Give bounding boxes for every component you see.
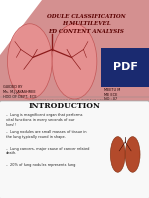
Text: –  Lung cancers- major cause of cancer related
death.: – Lung cancers- major cause of cancer re… (6, 147, 89, 155)
FancyBboxPatch shape (101, 48, 149, 87)
Text: –  Lung is magnificent organ that performs
vital functions in every seconds of o: – Lung is magnificent organ that perform… (6, 113, 82, 127)
Text: INTRODUCTION: INTRODUCTION (28, 102, 100, 110)
Text: LUNG NODULE CLASSIFICATION WITH MULTILEVEL TEXTURE BASED CONTENT ANALYSIS: LUNG NODULE CLASSIFICATION WITH MULTILEV… (32, 98, 117, 100)
Text: –  20% of lung nodules represents lung: – 20% of lung nodules represents lung (6, 163, 75, 167)
Text: PRESENTED BY
MEETU M
ME ECE
NO : 07: PRESENTED BY MEETU M ME ECE NO : 07 (104, 83, 131, 101)
Text: ODULE CLASSIFICATION
H MULTILEVEL
ED CONTENT ANALYSIS: ODULE CLASSIFICATION H MULTILEVEL ED CON… (47, 14, 126, 34)
FancyBboxPatch shape (0, 101, 149, 198)
Polygon shape (0, 0, 42, 55)
Ellipse shape (125, 137, 140, 172)
Text: PDF: PDF (113, 62, 138, 72)
Text: GUIDED BY
Ms. M.J.JAYASHREE
HOD OF DEPT, ECE: GUIDED BY Ms. M.J.JAYASHREE HOD OF DEPT,… (3, 85, 37, 99)
Ellipse shape (110, 137, 125, 172)
FancyBboxPatch shape (0, 101, 149, 198)
Text: –  Lung nodules are small masses of tissue in
the lung typically round in shape.: – Lung nodules are small masses of tissu… (6, 130, 86, 139)
Ellipse shape (52, 24, 97, 99)
Ellipse shape (7, 24, 52, 99)
FancyBboxPatch shape (0, 0, 149, 101)
